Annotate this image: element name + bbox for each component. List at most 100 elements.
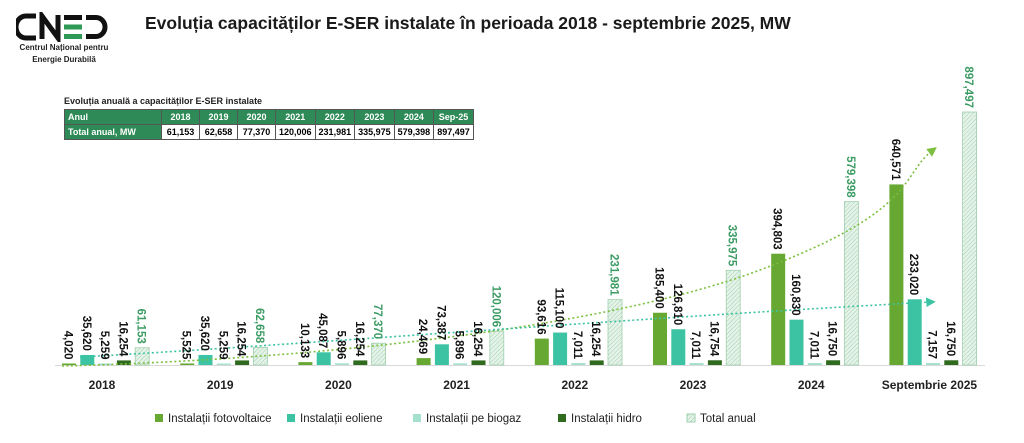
data-label-total-6: 579,398	[844, 156, 856, 198]
data-label-wind-7: 233,020	[907, 254, 919, 296]
bar-wind-0	[80, 354, 95, 365]
logo-subtitle-2: Energie Durabilă	[32, 55, 96, 64]
data-label-total-5: 335,975	[726, 225, 738, 267]
legend-swatch-total	[686, 413, 696, 423]
bar-wind-6	[789, 319, 804, 365]
table-value-2: 77,370	[237, 124, 276, 140]
bar-wind-5	[671, 329, 686, 365]
table-year-1: 2019	[199, 109, 238, 125]
bar-total-2	[371, 342, 387, 366]
bar-biogas-5	[689, 363, 704, 365]
data-label-wind-2: 45,087	[316, 313, 328, 348]
bar-total-4	[607, 299, 623, 366]
x-tick-label-0: 2018	[89, 378, 116, 392]
bar-pv-2	[298, 362, 313, 365]
bar-wind-7	[907, 299, 922, 365]
bar-hydro-4	[589, 360, 604, 365]
data-label-pv-0: 4,020	[62, 331, 74, 360]
bar-pv-6	[771, 253, 786, 365]
bar-biogas-1	[216, 363, 231, 365]
data-label-pv-2: 10,133	[298, 323, 310, 358]
data-label-biogas-3: 5,896	[453, 331, 465, 360]
table-value-1: 62,658	[199, 124, 238, 140]
legend-swatch-biogas	[413, 414, 421, 422]
bar-total-0	[134, 347, 150, 366]
data-label-biogas-5: 7,011	[689, 331, 701, 360]
bar-pv-0	[62, 363, 76, 365]
data-label-hydro-5: 16,754	[707, 321, 719, 357]
data-label-hydro-1: 16,254	[235, 321, 247, 357]
data-label-biogas-0: 5,259	[98, 331, 110, 360]
bar-pv-7	[889, 184, 904, 365]
chart-title: Evoluția capacităților E-SER instalate î…	[145, 13, 791, 33]
table-value-6: 579,398	[393, 124, 435, 140]
bar-biogas-7	[926, 362, 940, 365]
table-value-0: 61,153	[161, 124, 200, 140]
trendline-wind	[79, 297, 936, 358]
x-tick-label-3: 2021	[443, 378, 470, 392]
table-title: Evoluția anuală a capacităților E-SER in…	[64, 96, 263, 106]
x-tick-label-2: 2020	[325, 378, 352, 392]
bar-total-6	[844, 201, 859, 366]
data-label-wind-6: 160,830	[789, 274, 801, 316]
bar-biogas-3	[453, 363, 468, 365]
data-label-biogas-2: 5,896	[335, 331, 347, 360]
bar-wind-1	[198, 354, 213, 365]
data-label-biogas-6: 7,011	[807, 331, 819, 360]
table-year-2: 2020	[237, 109, 276, 125]
table-value-7: 897,497	[433, 124, 474, 140]
table-year-6: 2024	[393, 109, 435, 125]
data-label-total-4: 231,981	[608, 254, 620, 296]
data-label-hydro-0: 16,254	[116, 321, 128, 357]
legend-label-pv: Instalații fotovoltaice	[168, 413, 272, 425]
legend-swatch-wind	[287, 414, 295, 422]
bar-hydro-5	[707, 360, 722, 365]
data-label-pv-1: 5,525	[180, 331, 192, 360]
bar-hydro-2	[353, 360, 368, 365]
data-label-total-0: 61,153	[135, 309, 147, 344]
table-value-4: 231,981	[314, 124, 356, 140]
bar-wind-2	[316, 352, 331, 365]
data-label-biogas-4: 7,011	[571, 331, 583, 360]
data-label-biogas-1: 5,259	[216, 331, 228, 360]
data-label-wind-5: 126,810	[671, 284, 683, 326]
table-year-7: Sep-25	[433, 109, 474, 125]
data-label-hydro-6: 16,750	[826, 321, 838, 356]
x-tick-label-1: 2019	[207, 378, 234, 392]
table-value-3: 120,006	[275, 124, 316, 140]
legend-label-hydro: Instalații hidro	[571, 413, 642, 425]
data-label-hydro-4: 16,254	[589, 321, 601, 357]
data-label-pv-5: 185,400	[653, 267, 665, 309]
bar-total-7	[962, 111, 977, 366]
bar-hydro-7	[944, 360, 959, 365]
bar-wind-3	[434, 344, 449, 365]
data-label-pv-4: 93,616	[534, 299, 546, 334]
legend-label-wind: Instalații eoliene	[300, 413, 382, 425]
bar-hydro-3	[471, 360, 486, 365]
table-header-row: Anul 2018 2019 2020 2021 2022 2023 2024 Sep-25	[64, 109, 474, 125]
data-label-hydro-2: 16,254	[353, 321, 365, 357]
table-header-label: Anul	[64, 109, 162, 125]
table-year-3: 2021	[275, 109, 316, 125]
bar-biogas-2	[335, 363, 349, 365]
table-value-5: 335,975	[354, 124, 395, 140]
bar-biogas-0	[98, 363, 113, 365]
x-tick-label-6: 2024	[798, 378, 825, 392]
data-label-total-7: 897,497	[962, 66, 974, 108]
x-tick-label-5: 2023	[680, 378, 707, 392]
data-label-total-2: 77,370	[371, 304, 383, 339]
data-label-wind-4: 115,100	[553, 288, 565, 329]
bar-pv-4	[534, 338, 549, 365]
table-year-4: 2022	[314, 109, 356, 125]
data-label-biogas-7: 7,157	[926, 330, 938, 359]
table-row-label: Total anual, MW	[64, 124, 162, 140]
bar-total-3	[489, 330, 505, 366]
cned-logo-icon	[16, 12, 108, 42]
data-label-total-3: 120,006	[489, 286, 501, 328]
cned-logo: Centrul Național pentru Energie Durabilă	[14, 12, 114, 66]
data-label-wind-1: 35,620	[198, 316, 210, 351]
data-label-hydro-7: 16,750	[944, 321, 956, 356]
trendline-pv	[61, 147, 937, 367]
bar-pv-5	[653, 312, 667, 365]
